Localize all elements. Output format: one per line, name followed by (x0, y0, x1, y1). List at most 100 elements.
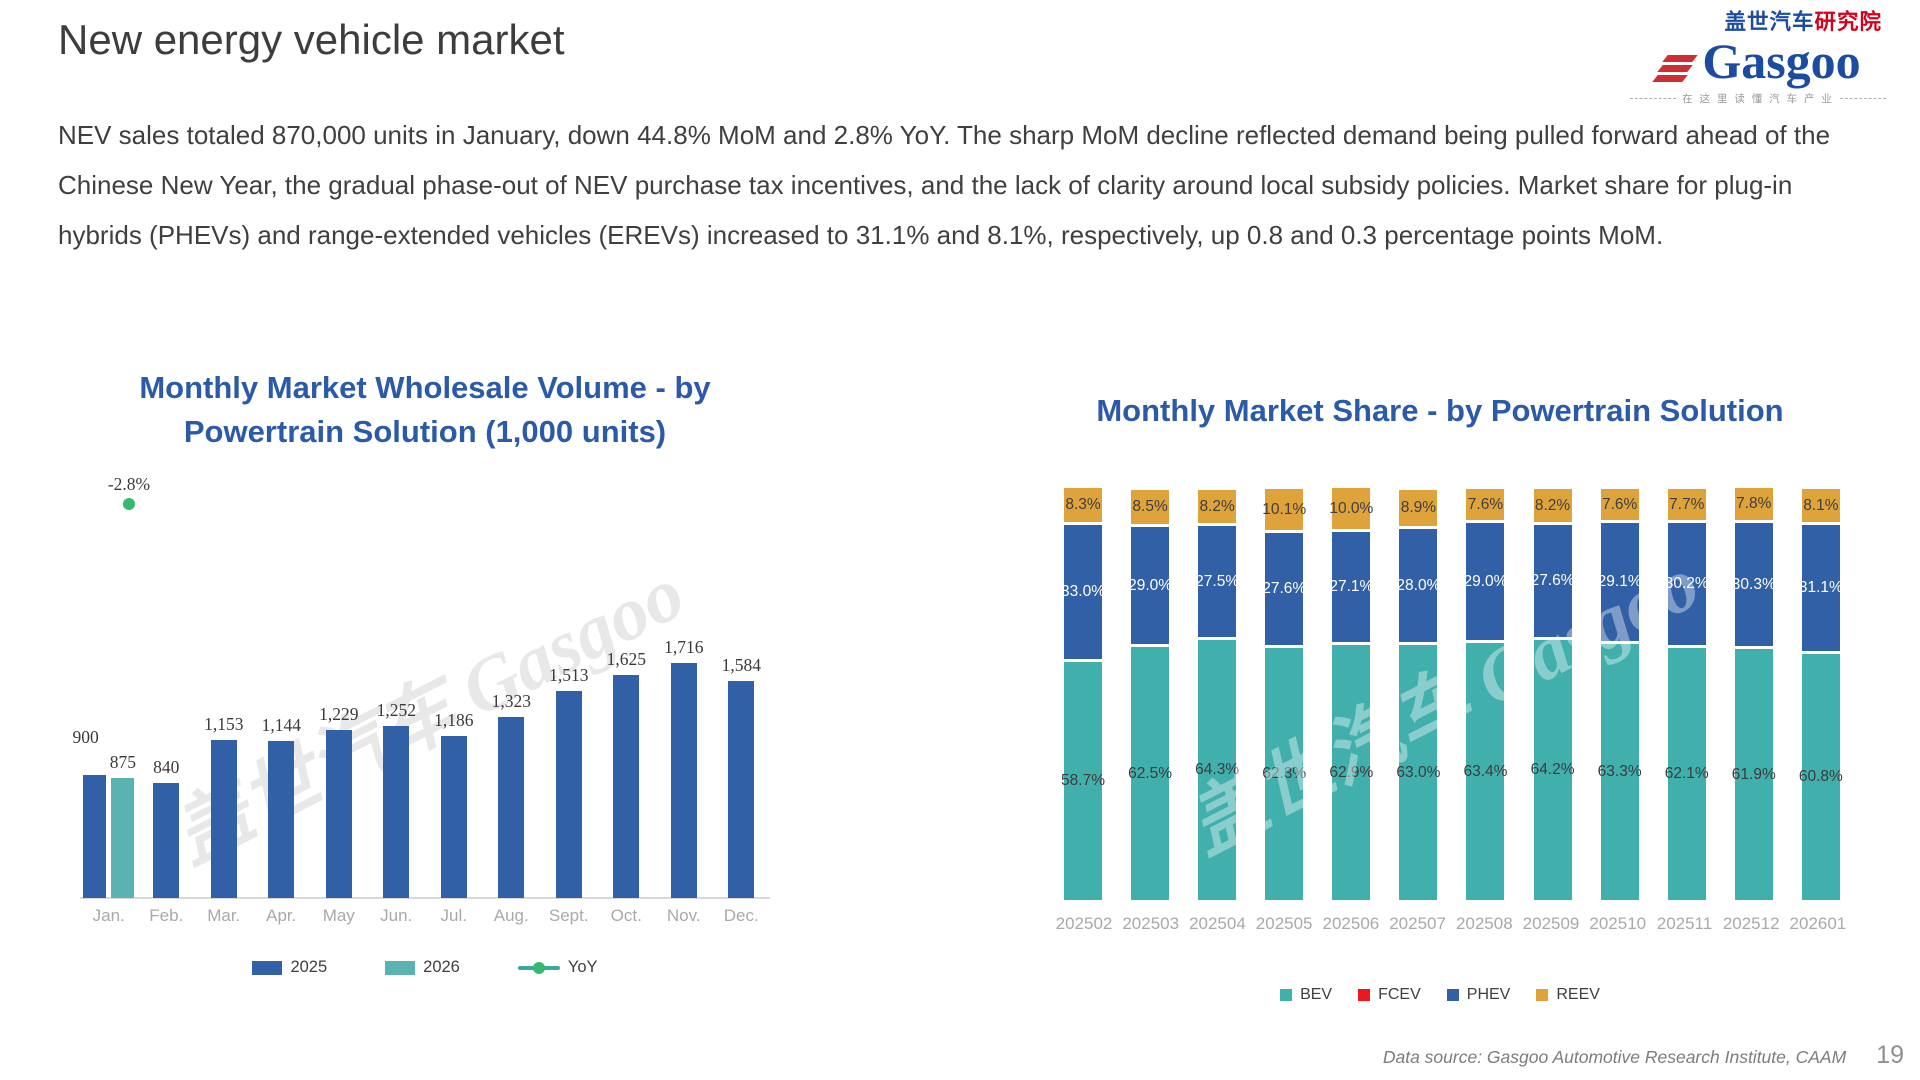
segment-phev: 29.0% (1463, 523, 1508, 640)
x-axis-line (80, 897, 770, 899)
bar-value-label: 1,252 (376, 700, 416, 720)
segment-reev: 8.2% (1533, 489, 1572, 522)
legend-swatch-phev (1446, 989, 1459, 1001)
summary-paragraph: NEV sales totaled 870,000 units in Janua… (58, 120, 1831, 250)
segment-label: 63.4% (1463, 762, 1508, 780)
volume-bar-group: 1,323 (483, 691, 541, 898)
volume-bar-group: 1,716 (655, 637, 713, 898)
segment-phev: 27.6% (1262, 533, 1306, 645)
segment-reev: 10.1% (1262, 489, 1307, 530)
segment-label: 8.2% (1199, 497, 1235, 515)
segment-label: 61.9% (1731, 765, 1776, 783)
x-axis-label: 202507 (1389, 914, 1446, 933)
segment-phev: 29.0% (1128, 527, 1172, 644)
volume-chart-panel: Monthly Market Wholesale Volume - by Pow… (73, 366, 770, 977)
share-stacked-bar: 8.1% 31.1% 60.8% (1799, 489, 1843, 900)
segment-bev: 62.1% (1665, 648, 1709, 900)
segment-label: 63.3% (1597, 763, 1642, 780)
segment-phev: 27.5% (1195, 526, 1240, 637)
segment-label: 7.6% (1601, 495, 1638, 513)
segment-label: 8.1% (1803, 496, 1839, 514)
legend-item-2025: 2025 (252, 958, 327, 977)
yoy-dot-icon (123, 498, 135, 510)
legend-item-phev: PHEV (1446, 986, 1510, 1004)
legend-item-fcev: FCEV (1358, 986, 1421, 1004)
volume-chart-title-line2: Powertrain Solution (1,000 units) (183, 414, 667, 449)
segment-label: 27.6% (1530, 572, 1575, 589)
volume-bar-group: 900 875 (73, 727, 138, 898)
gasgoo-logo: 盖世汽车研究院 Gasgoo 在 这 里 读 懂 汽 车 产 业 (1624, 10, 1892, 106)
segment-reev: 8.5% (1131, 490, 1170, 524)
volume-bar (383, 726, 410, 898)
segment-reev: 7.7% (1667, 489, 1706, 520)
share-chart: 8.3% 33.0% 58.7% 8.5% 29.0% 62.5% 8.2% 27.5% 64.… (1030, 438, 1850, 938)
segment-label: 63.0% (1396, 763, 1441, 781)
volume-bar (728, 681, 755, 898)
volume-chart-title-line1: Monthly Market Wholesale Volume - by (139, 370, 711, 405)
segment-label: 8.2% (1534, 496, 1571, 514)
legend-item-bev: BEV (1280, 986, 1332, 1004)
x-axis-label: Aug. (493, 906, 529, 925)
legend-swatch-fcev (1358, 989, 1371, 1001)
logo-tagline: 在 这 里 读 懂 汽 车 产 业 (1624, 91, 1892, 106)
volume-bar (210, 740, 237, 898)
x-axis-label: Dec. (723, 906, 759, 925)
x-axis-label: 202503 (1122, 914, 1180, 933)
legend-swatch-2026 (385, 960, 416, 975)
x-axis-label: 202502 (1055, 914, 1113, 933)
share-stacked-bar: 10.0% 27.1% 62.9% (1329, 488, 1374, 900)
x-axis-label: 202508 (1455, 914, 1513, 933)
segment-label: 33.0% (1061, 583, 1105, 600)
share-stacked-bar: 7.8% 30.3% 61.9% (1731, 488, 1776, 900)
segment-label: 29.0% (1463, 572, 1508, 590)
segment-label: 7.6% (1467, 495, 1504, 513)
segment-label: 30.3% (1731, 575, 1776, 593)
segment-phev: 33.0% (1061, 525, 1105, 659)
share-stacked-bar: 8.5% 29.0% 62.5% (1128, 490, 1172, 900)
page-title: New energy vehicle market (58, 16, 565, 63)
yoy-value-label: -2.8% (107, 474, 151, 494)
volume-bar (83, 775, 107, 898)
segment-bev: 62.5% (1128, 647, 1172, 900)
volume-chart-title: Monthly Market Wholesale Volume - by Pow… (80, 366, 770, 454)
volume-bar-group: 1,144 (253, 715, 311, 898)
x-axis-label: May (322, 906, 355, 925)
share-stacked-bar: 7.6% 29.1% 63.3% (1597, 489, 1642, 900)
volume-x-axis: Jan. Feb. Mar. Apr. May Jun. Jul. Aug. Sept. Oct.… (80, 906, 770, 926)
segment-bev: 62.3% (1262, 648, 1306, 900)
x-axis-label: 202506 (1322, 914, 1380, 933)
segment-label: 62.9% (1329, 763, 1374, 781)
share-chart-title: Monthly Market Share - by Powertrain Sol… (1096, 393, 1784, 428)
x-axis-label: Feb. (149, 906, 184, 925)
bar-value-label: 1,144 (261, 715, 301, 735)
share-stacked-bar: 7.6% 29.0% 63.4% (1463, 489, 1508, 900)
volume-bar (555, 691, 582, 898)
logo-cn-blue-text: 盖世汽车 (1724, 10, 1815, 34)
segment-label: 64.2% (1530, 761, 1575, 778)
segment-label: 27.1% (1329, 578, 1374, 595)
legend-item-reev: REEV (1536, 986, 1600, 1004)
bar-value-label: 875 (109, 752, 136, 772)
segment-reev: 8.9% (1399, 490, 1438, 526)
segment-label: 27.5% (1195, 572, 1240, 590)
x-axis-label: Mar. (207, 906, 241, 925)
legend-swatch-bev (1280, 989, 1293, 1001)
segment-bev: 64.3% (1195, 640, 1239, 900)
bar-value-label: 900 (72, 727, 99, 747)
legend-swatch-reev (1536, 989, 1549, 1001)
segment-label: 10.1% (1262, 500, 1307, 518)
x-axis-label: 202505 (1255, 914, 1313, 933)
yoy-annotation: -2.8% (94, 474, 164, 510)
share-stacked-bar: 8.9% 28.0% 63.0% (1396, 490, 1441, 900)
volume-chart: 盖世汽车 Gasgoo -2.8% 900 875 840 1,153 1,144 1,2… (73, 462, 770, 936)
segment-phev: 30.2% (1664, 523, 1709, 645)
segment-label: 8.3% (1065, 496, 1101, 513)
x-axis-label: Oct. (610, 906, 642, 925)
x-axis-label: Jul. (440, 906, 467, 925)
segment-bev: 62.9% (1329, 645, 1374, 900)
segment-phev: 27.6% (1530, 525, 1575, 637)
segment-label: 30.2% (1664, 575, 1709, 592)
x-axis-label: Nov. (666, 906, 701, 925)
segment-label: 29.1% (1597, 573, 1642, 590)
